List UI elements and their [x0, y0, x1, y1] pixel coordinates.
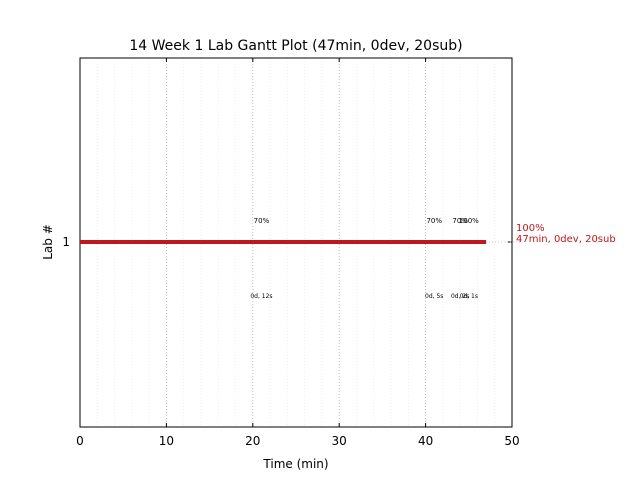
duration-label: 0d, 12s [250, 293, 272, 300]
percent-label: 70% [426, 217, 442, 225]
bar-end-label: 47min, 0dev, 20sub [516, 234, 616, 245]
duration-label: 0d, 5s [425, 293, 443, 300]
bar-end-label: 100% [516, 223, 545, 234]
duration-label: 0d, 2s [451, 293, 469, 300]
y-axis-label: Lab # [41, 224, 55, 260]
x-tick-label: 40 [418, 434, 433, 448]
annotations: 70% 0d, 12s 70% 0d, 5s 70% 0d, 2s 100% 0d, 1s [250, 217, 479, 300]
gantt-bar [80, 240, 487, 244]
x-axis-label: Time (min) [262, 457, 328, 471]
x-tick-label: 10 [159, 434, 174, 448]
x-tick-label: 30 [332, 434, 347, 448]
percent-label: 70% [254, 217, 270, 225]
x-axis: 0 10 20 30 40 50 [76, 58, 520, 448]
percent-label: 100% [459, 217, 479, 225]
x-tick-label: 0 [76, 434, 84, 448]
chart-title: 14 Week 1 Lab Gantt Plot (47min, 0dev, 2… [129, 38, 462, 54]
duration-label: 0d, 1s [460, 293, 478, 300]
bars: 100%47min, 0dev, 20sub [80, 223, 616, 245]
x-tick-label: 50 [504, 434, 519, 448]
percent-label: 70% [452, 217, 468, 225]
x-tick-label: 20 [245, 434, 260, 448]
y-tick-label: 1 [62, 235, 70, 249]
